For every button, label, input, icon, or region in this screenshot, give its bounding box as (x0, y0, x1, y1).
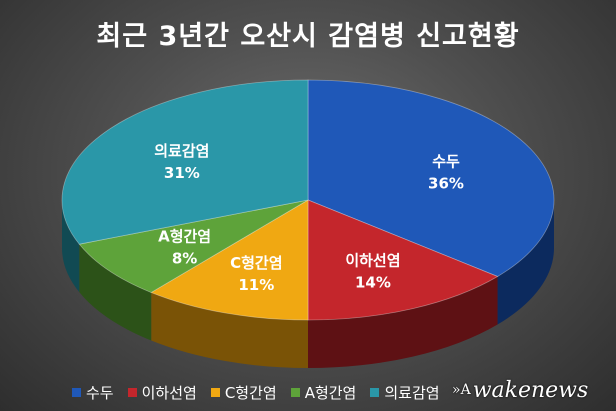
slice-2-side (308, 276, 498, 368)
legend-item-4: A형간염 (290, 382, 357, 403)
slice-1-label: 수두 (432, 152, 460, 170)
watermark-logo-icon: »A (452, 382, 471, 398)
slice-1-side (497, 200, 554, 325)
slice-3-side (151, 292, 308, 368)
slice-1-top (307, 79, 555, 277)
legend-item-2: 이하선염 (127, 382, 197, 403)
legend-swatch (370, 387, 380, 397)
slice-5-value-label: 31% (164, 164, 200, 182)
slice-4-value-label: 8% (172, 250, 197, 268)
legend: 수두 이하선염 C형간염 A형간염 의료감염 (72, 380, 440, 404)
slice-2-top (307, 199, 499, 321)
slice-5-side (62, 200, 80, 293)
legend-swatch (72, 387, 81, 397)
watermark-text: wakenews (472, 377, 589, 403)
slice-5-label: 의료감염 (154, 142, 209, 160)
slice-3-label: C형간염 (230, 254, 282, 272)
slice-4-top (78, 199, 309, 293)
legend-label: 의료감염 (384, 383, 440, 402)
legend-swatch (210, 387, 220, 397)
pie-labels: 수두 36% 이하선염 14% C형간염 11% A형간염 8% 의료감염 31% (154, 142, 464, 294)
pie-sides (62, 200, 554, 368)
legend-item-3: C형간염 (210, 382, 277, 403)
legend-label: C형간염 (224, 383, 277, 402)
watermark: »A wakenews (452, 376, 588, 404)
slice-4-side (79, 244, 152, 341)
slice-3-value-label: 11% (238, 276, 274, 294)
legend-swatch (290, 387, 300, 397)
slice-3-top (150, 199, 309, 321)
legend-item-1: 수두 (72, 382, 114, 403)
slice-4-label: A형간염 (158, 228, 211, 246)
pie-tops (61, 79, 555, 321)
chart-title: 최근 3년간 오산시 감염병 신고현황 (96, 21, 520, 52)
slice-1-value-label: 36% (428, 174, 464, 192)
slice-2-label: 이하선염 (345, 251, 400, 269)
legend-label: A형간염 (304, 383, 357, 402)
legend-item-5: 의료감염 (370, 382, 440, 403)
slice-5-top (61, 79, 309, 245)
legend-label: 수두 (86, 383, 114, 402)
legend-swatch (127, 387, 137, 397)
legend-label: 이하선염 (141, 383, 197, 402)
slice-2-value-label: 14% (355, 273, 391, 291)
